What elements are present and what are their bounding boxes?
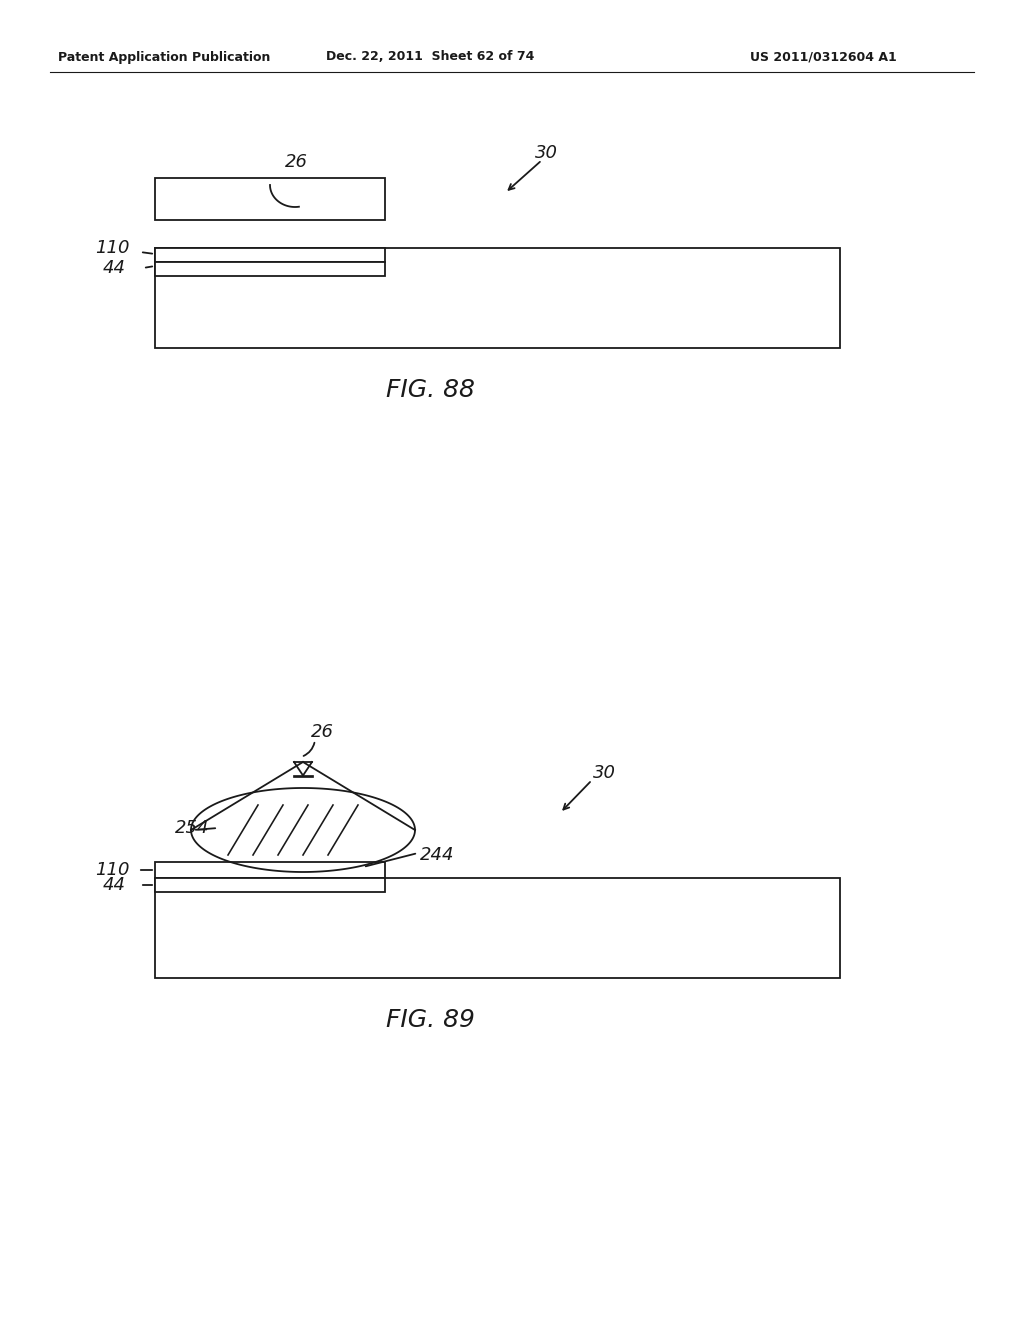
Text: 44: 44: [103, 259, 126, 277]
Bar: [155, 248, 385, 261]
Bar: [155, 878, 385, 892]
Text: 110: 110: [95, 239, 129, 257]
Bar: [155, 878, 840, 978]
Text: Dec. 22, 2011  Sheet 62 of 74: Dec. 22, 2011 Sheet 62 of 74: [326, 50, 535, 63]
Text: 254: 254: [175, 818, 210, 837]
Bar: [155, 178, 385, 220]
Text: 44: 44: [103, 876, 126, 894]
Bar: [155, 248, 840, 348]
Text: FIG. 89: FIG. 89: [386, 1008, 474, 1032]
Text: Patent Application Publication: Patent Application Publication: [58, 50, 270, 63]
Text: 26: 26: [285, 153, 308, 172]
Text: 110: 110: [95, 861, 129, 879]
Bar: [155, 862, 385, 878]
Text: US 2011/0312604 A1: US 2011/0312604 A1: [750, 50, 897, 63]
Text: 30: 30: [535, 144, 558, 162]
Text: 26: 26: [311, 723, 334, 741]
Text: 30: 30: [593, 764, 616, 781]
Text: FIG. 88: FIG. 88: [386, 378, 474, 403]
Bar: [155, 261, 385, 276]
Text: 244: 244: [420, 846, 455, 865]
